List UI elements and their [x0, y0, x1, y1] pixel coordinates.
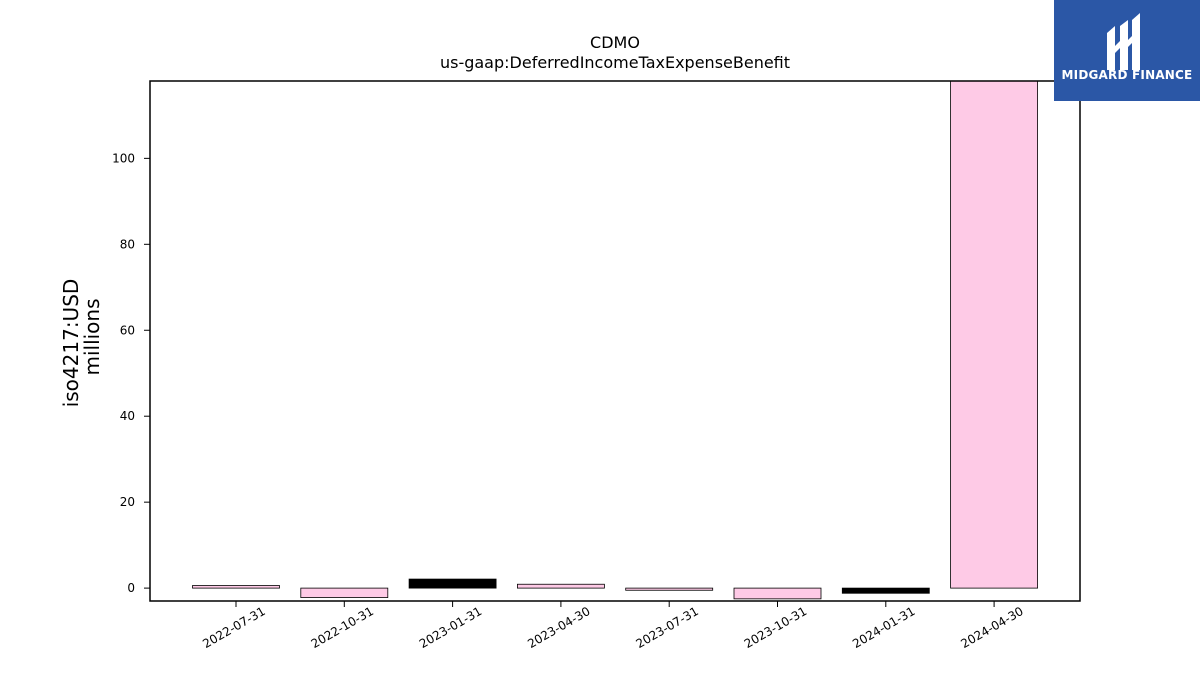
y-tick-label: 0 [127, 581, 135, 595]
chart-subtitle: us-gaap:DeferredIncomeTaxExpenseBenefit [440, 53, 790, 72]
x-tick-label: 2023-07-31 [633, 604, 700, 651]
y-tick-label: 60 [120, 323, 135, 337]
x-tick-label: 2024-04-30 [958, 604, 1025, 651]
bar-2022-10-31 [300, 587, 389, 598]
y-tick-label: 100 [112, 151, 135, 165]
logo-icon [1107, 13, 1140, 70]
x-tick-label: 2023-10-31 [742, 604, 809, 651]
y-tick-label: 40 [120, 409, 135, 423]
x-tick-label: 2023-01-31 [417, 604, 484, 651]
bar-2022-07-31 [192, 585, 280, 589]
logo-text: MIDGARD FINANCE [1061, 68, 1193, 82]
brand-logo: MIDGARD FINANCE [1054, 0, 1200, 101]
bar-2024-04-30 [950, 80, 1038, 589]
bar-2023-07-31 [625, 587, 714, 591]
bars-group [192, 80, 1038, 600]
x-tick-label: 2022-10-31 [309, 604, 376, 651]
y-axis-ticks: 0 20 40 60 80 100 [112, 151, 150, 595]
y-axis-label: iso4217:USD [59, 279, 83, 408]
bar-2024-01-31 [841, 587, 930, 594]
bar-2023-10-31 [733, 587, 822, 600]
x-tick-label: 2022-07-31 [200, 604, 267, 651]
x-tick-label: 2023-04-30 [525, 604, 592, 651]
bar-2023-01-31 [408, 578, 497, 589]
y-tick-label: 20 [120, 495, 135, 509]
x-tick-label: 2024-01-31 [850, 604, 917, 651]
plot-frame [149, 80, 1081, 602]
y-tick-label: 80 [120, 237, 135, 251]
x-axis-ticks: 2022-07-31 2022-10-31 2023-01-31 2023-04-30… [200, 601, 1026, 651]
chart-title: CDMO [590, 33, 640, 52]
y-axis-label-unit: millions [80, 298, 104, 375]
bar-2023-04-30 [517, 583, 605, 589]
